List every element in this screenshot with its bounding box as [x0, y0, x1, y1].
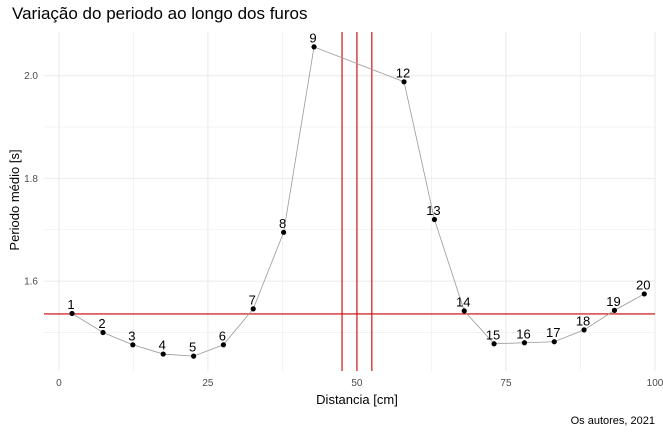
data-point — [431, 216, 438, 223]
data-label: 12 — [396, 65, 410, 80]
data-point — [581, 327, 587, 333]
data-label: 5 — [189, 340, 196, 355]
data-point — [160, 351, 166, 357]
data-points — [69, 44, 647, 359]
data-label: 14 — [456, 294, 470, 309]
data-label: 1 — [67, 297, 74, 312]
series-line — [71, 46, 645, 357]
chart-caption: Os autores, 2021 — [570, 415, 655, 427]
data-point — [461, 308, 467, 314]
data-point — [281, 229, 287, 235]
data-label: 6 — [219, 328, 226, 343]
data-point — [250, 306, 256, 312]
series-line-path — [71, 46, 645, 357]
data-label: 9 — [309, 30, 316, 45]
y-axis-title: Periodo médio [s] — [7, 149, 22, 250]
data-label: 18 — [576, 313, 590, 328]
data-point — [521, 340, 528, 346]
reference-lines — [44, 32, 655, 371]
x-tick-label: 25 — [202, 378, 214, 389]
x-tick-label: 75 — [500, 378, 512, 389]
data-label: 19 — [606, 294, 620, 309]
data-point — [491, 341, 497, 347]
data-point — [191, 353, 197, 359]
y-tick-label: 1.6 — [24, 277, 38, 288]
y-tick-label: 2.0 — [24, 71, 38, 82]
data-point — [611, 307, 618, 313]
chart-title: Variação do periodo ao longo dos furos — [12, 4, 308, 23]
data-label: 2 — [98, 316, 105, 331]
data-point — [551, 339, 557, 345]
data-point — [130, 342, 136, 348]
data-point — [100, 329, 106, 336]
data-label: 8 — [279, 216, 286, 231]
data-label: 13 — [426, 203, 440, 218]
data-label: 7 — [249, 292, 256, 307]
data-point — [641, 291, 647, 297]
data-point — [69, 310, 75, 317]
data-label: 4 — [159, 338, 166, 353]
x-axis-title: Distancia [cm] — [316, 392, 398, 407]
x-tick-label: 0 — [56, 378, 62, 389]
data-point — [401, 79, 407, 85]
data-label: 16 — [516, 326, 530, 341]
data-point — [220, 342, 227, 348]
data-label: 3 — [128, 328, 135, 343]
x-tick-label: 100 — [647, 378, 663, 389]
data-point — [311, 44, 317, 50]
data-label: 15 — [486, 327, 500, 342]
x-tick-label: 50 — [351, 378, 363, 389]
data-label: 20 — [636, 277, 650, 292]
y-tick-label: 1.8 — [24, 174, 38, 185]
grid — [44, 32, 656, 371]
data-label: 17 — [546, 325, 560, 340]
